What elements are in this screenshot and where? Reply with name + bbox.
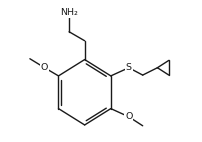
Text: S: S — [126, 63, 132, 72]
Text: O: O — [41, 63, 48, 72]
Text: O: O — [125, 112, 133, 121]
Text: NH₂: NH₂ — [60, 9, 78, 17]
